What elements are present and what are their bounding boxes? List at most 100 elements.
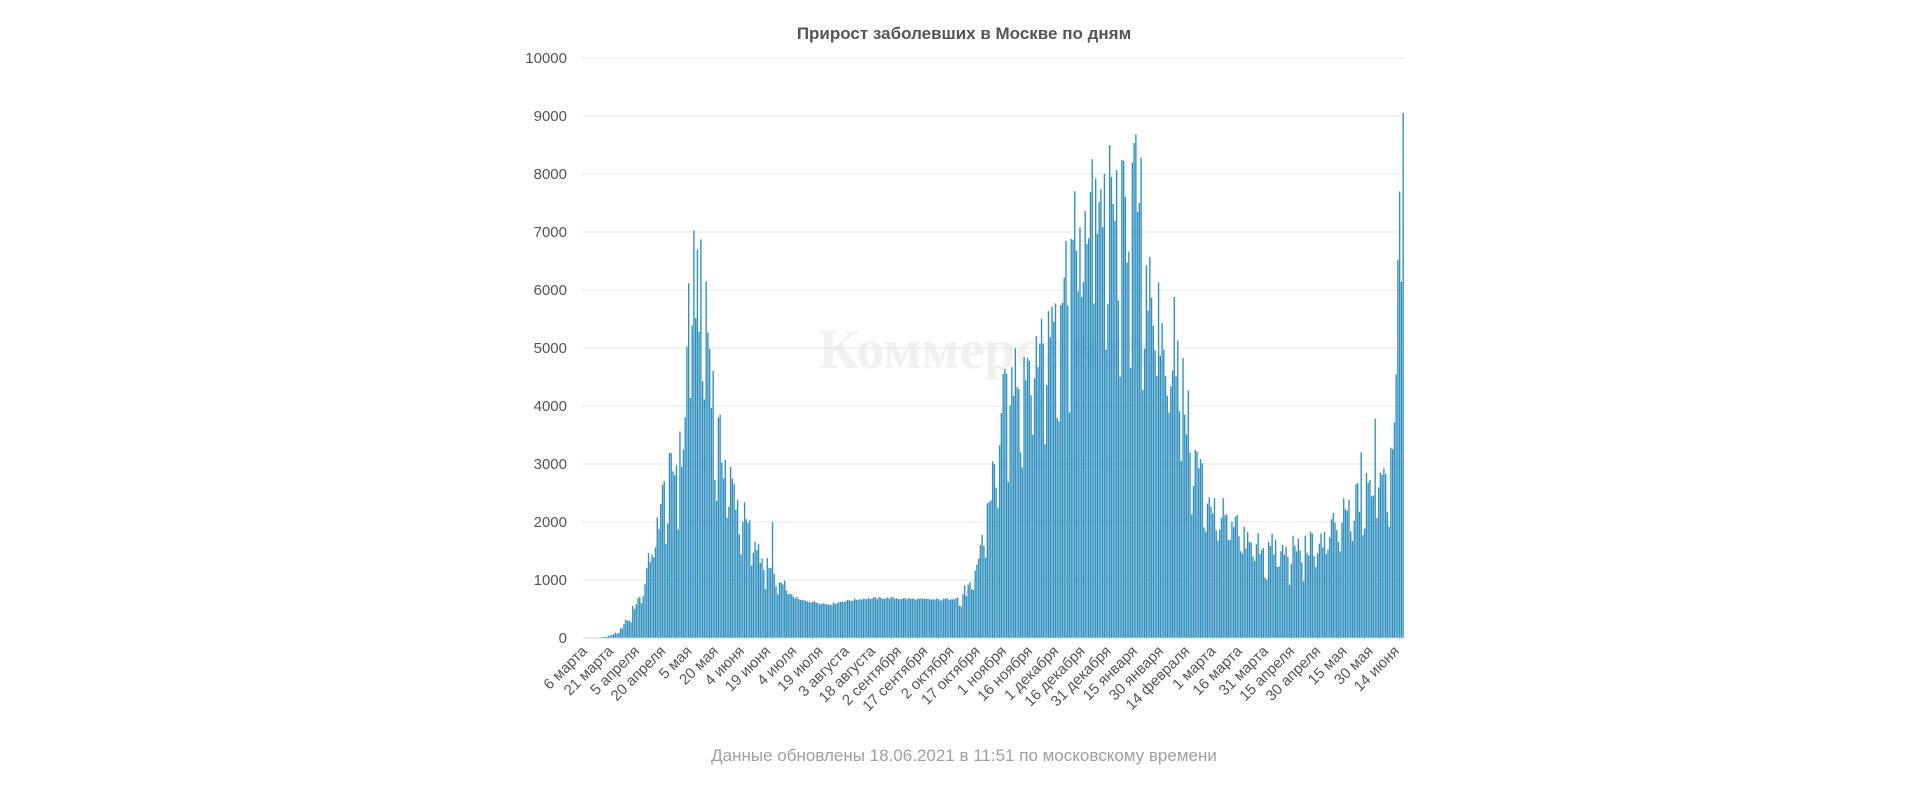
bar[interactable] bbox=[1121, 159, 1123, 639]
bar[interactable] bbox=[754, 541, 756, 638]
bar[interactable] bbox=[1157, 282, 1160, 638]
bar[interactable] bbox=[768, 567, 770, 638]
bar[interactable] bbox=[1353, 520, 1355, 638]
bar[interactable] bbox=[1140, 157, 1142, 638]
bar[interactable] bbox=[1299, 550, 1301, 638]
bar[interactable] bbox=[1131, 162, 1134, 638]
bar[interactable] bbox=[1068, 412, 1071, 638]
bar[interactable] bbox=[1107, 304, 1109, 638]
bar[interactable] bbox=[626, 620, 629, 638]
bar[interactable] bbox=[871, 598, 873, 638]
bar[interactable] bbox=[654, 547, 657, 638]
bar[interactable] bbox=[682, 449, 685, 638]
bar[interactable] bbox=[1173, 296, 1175, 638]
bar[interactable] bbox=[1054, 303, 1057, 638]
bar[interactable] bbox=[771, 522, 774, 638]
bar[interactable] bbox=[806, 601, 809, 638]
bar[interactable] bbox=[1384, 473, 1387, 638]
bar[interactable] bbox=[782, 584, 784, 638]
bar[interactable] bbox=[948, 599, 950, 638]
bar[interactable] bbox=[679, 431, 681, 638]
bar[interactable] bbox=[630, 622, 632, 638]
bar[interactable] bbox=[1219, 529, 1221, 638]
bar[interactable] bbox=[1252, 556, 1254, 638]
bar[interactable] bbox=[1351, 541, 1354, 638]
bar[interactable] bbox=[742, 521, 744, 638]
bar[interactable] bbox=[1371, 496, 1373, 638]
bar[interactable] bbox=[855, 599, 858, 638]
bar[interactable] bbox=[712, 370, 714, 638]
bar[interactable] bbox=[1274, 540, 1277, 638]
bar[interactable] bbox=[614, 632, 616, 638]
bar[interactable] bbox=[1311, 533, 1313, 638]
bar[interactable] bbox=[1224, 515, 1226, 638]
bar[interactable] bbox=[611, 634, 613, 638]
bar[interactable] bbox=[822, 603, 824, 638]
bar[interactable] bbox=[1019, 452, 1022, 638]
bar[interactable] bbox=[1205, 531, 1207, 638]
bar[interactable] bbox=[826, 604, 828, 638]
bar[interactable] bbox=[1091, 159, 1093, 638]
bar[interactable] bbox=[637, 598, 639, 638]
bar[interactable] bbox=[691, 325, 693, 638]
bar[interactable] bbox=[1344, 509, 1347, 638]
bar[interactable] bbox=[1248, 542, 1251, 638]
bar[interactable] bbox=[909, 598, 912, 638]
bar[interactable] bbox=[745, 519, 748, 638]
bar[interactable] bbox=[1122, 160, 1125, 638]
bar[interactable] bbox=[1315, 567, 1317, 638]
bar[interactable] bbox=[902, 598, 905, 638]
bar[interactable] bbox=[991, 461, 994, 638]
bar[interactable] bbox=[1154, 350, 1156, 638]
bar[interactable] bbox=[770, 567, 772, 638]
bar[interactable] bbox=[1327, 549, 1329, 638]
bar[interactable] bbox=[988, 502, 990, 638]
bar[interactable] bbox=[1187, 390, 1189, 638]
bar[interactable] bbox=[1152, 325, 1155, 638]
bar[interactable] bbox=[660, 504, 662, 638]
bar[interactable] bbox=[1245, 548, 1247, 638]
bar[interactable] bbox=[1210, 506, 1212, 638]
bar[interactable] bbox=[1079, 227, 1081, 639]
bar[interactable] bbox=[1053, 321, 1055, 638]
bar[interactable] bbox=[710, 407, 713, 638]
bar[interactable] bbox=[1273, 554, 1275, 638]
bar[interactable] bbox=[681, 466, 683, 638]
bar[interactable] bbox=[1348, 499, 1350, 638]
bar[interactable] bbox=[848, 600, 851, 638]
bar[interactable] bbox=[1250, 542, 1252, 638]
bar[interactable] bbox=[701, 381, 704, 638]
bar[interactable] bbox=[864, 598, 866, 638]
bar[interactable] bbox=[922, 598, 924, 639]
bar[interactable] bbox=[605, 636, 608, 638]
bar[interactable] bbox=[1295, 551, 1298, 638]
bar[interactable] bbox=[925, 598, 927, 638]
bar[interactable] bbox=[1124, 196, 1127, 638]
bar[interactable] bbox=[1323, 531, 1326, 638]
bar[interactable] bbox=[1301, 562, 1303, 638]
bar[interactable] bbox=[1294, 545, 1296, 638]
bar[interactable] bbox=[1253, 561, 1256, 638]
bar[interactable] bbox=[962, 594, 964, 638]
bar[interactable] bbox=[667, 523, 669, 638]
bar[interactable] bbox=[1108, 145, 1111, 638]
bar[interactable] bbox=[834, 603, 837, 638]
bar[interactable] bbox=[944, 598, 947, 638]
bar[interactable] bbox=[1388, 526, 1390, 638]
bar[interactable] bbox=[1339, 551, 1341, 638]
bar[interactable] bbox=[1185, 434, 1188, 638]
bar[interactable] bbox=[890, 597, 892, 638]
bar[interactable] bbox=[1364, 528, 1366, 638]
bar[interactable] bbox=[777, 594, 779, 638]
bar[interactable] bbox=[1360, 452, 1362, 638]
bar[interactable] bbox=[1358, 511, 1361, 638]
bar[interactable] bbox=[838, 602, 840, 638]
bar[interactable] bbox=[1276, 566, 1279, 638]
bar[interactable] bbox=[1000, 413, 1003, 638]
bar[interactable] bbox=[798, 599, 800, 638]
bar[interactable] bbox=[1241, 553, 1244, 638]
bar[interactable] bbox=[724, 459, 727, 638]
bar[interactable] bbox=[1100, 189, 1102, 638]
bar[interactable] bbox=[1208, 497, 1210, 638]
bar[interactable] bbox=[1149, 256, 1151, 638]
